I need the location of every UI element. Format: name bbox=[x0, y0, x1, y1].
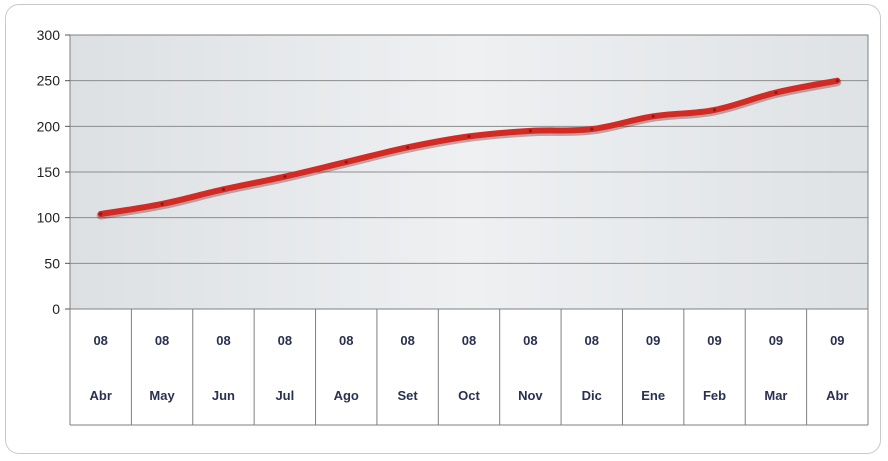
category-month-label: Ene bbox=[641, 388, 665, 403]
category-month-label: Nov bbox=[518, 388, 543, 403]
data-point bbox=[99, 212, 103, 216]
category-year-label: 08 bbox=[523, 333, 537, 348]
category-year-label: 09 bbox=[707, 333, 721, 348]
y-tick-label: 100 bbox=[37, 210, 61, 226]
category-axis-table: 08 Abr 08 May 08 Jun 08 Jul 08 Ago 08 Set 08 Oct 08 Nov… bbox=[69, 309, 869, 426]
data-point bbox=[283, 174, 287, 179]
data-point bbox=[467, 134, 471, 138]
data-point bbox=[344, 160, 348, 164]
y-axis: 0 50 100 150 200 250 300 bbox=[37, 27, 70, 317]
data-point bbox=[651, 114, 655, 118]
category-year-label: 09 bbox=[830, 333, 844, 348]
category-month-label: Jun bbox=[212, 388, 235, 403]
category-year-label: 09 bbox=[769, 333, 783, 348]
category-month-label: Set bbox=[397, 388, 418, 403]
category-year-label: 08 bbox=[400, 333, 414, 348]
category-month-label: Oct bbox=[458, 388, 480, 403]
data-point bbox=[160, 202, 164, 206]
category-month-label: Feb bbox=[703, 388, 726, 403]
y-tick-label: 200 bbox=[37, 118, 61, 134]
category-month-label: Dic bbox=[582, 388, 602, 403]
y-tick-label: 50 bbox=[44, 255, 60, 271]
category-year-label: 08 bbox=[339, 333, 353, 348]
category-month-label: Jul bbox=[275, 388, 294, 403]
category-month-label: Mar bbox=[764, 388, 787, 403]
category-year-label: 08 bbox=[278, 333, 292, 348]
category-year-label: 08 bbox=[585, 333, 599, 348]
category-year-label: 08 bbox=[155, 333, 169, 348]
y-tick-label: 150 bbox=[37, 164, 61, 180]
y-tick-label: 250 bbox=[37, 73, 61, 89]
data-point bbox=[774, 90, 778, 95]
category-month-label: Abr bbox=[826, 388, 848, 403]
data-point bbox=[590, 127, 594, 131]
category-year-label: 09 bbox=[646, 333, 660, 348]
data-point bbox=[712, 108, 717, 112]
y-tick-label: 300 bbox=[37, 27, 61, 43]
category-year-label: 08 bbox=[462, 333, 476, 348]
category-month-label: Ago bbox=[334, 388, 359, 403]
y-tick-label: 0 bbox=[52, 301, 60, 317]
data-point bbox=[221, 187, 226, 191]
series-line bbox=[96, 77, 842, 220]
data-point bbox=[406, 145, 410, 149]
data-point bbox=[835, 79, 839, 83]
category-year-label: 08 bbox=[93, 333, 107, 348]
data-point bbox=[528, 129, 532, 133]
category-month-label: May bbox=[149, 388, 175, 403]
category-month-label: Abr bbox=[89, 388, 111, 403]
category-year-label: 08 bbox=[216, 333, 230, 348]
